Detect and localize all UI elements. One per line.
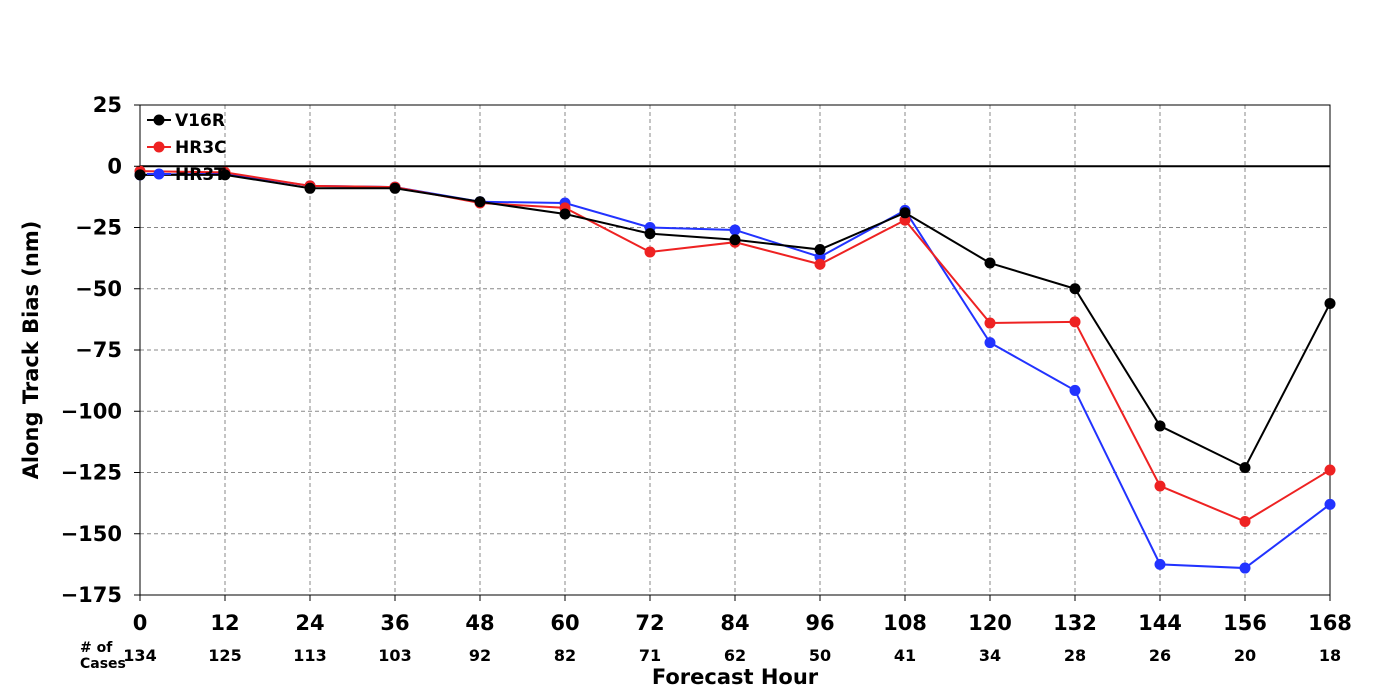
data-point-v16r xyxy=(1154,420,1166,432)
legend-label: V16R xyxy=(175,111,225,131)
y-tick-label: −125 xyxy=(61,461,122,485)
cases-header-line-1: # of xyxy=(80,640,113,656)
x-tick-label: 168 xyxy=(1308,611,1352,635)
case-count-label: 134 xyxy=(123,646,156,665)
data-point-v16r xyxy=(644,228,656,240)
cases-row: # of Cases 134 125 113 103 92 82 71 62 50 41 34 28 2… xyxy=(80,640,1341,672)
series-layer xyxy=(134,165,1336,574)
y-tick-label: −175 xyxy=(61,583,122,607)
data-point-hr3c xyxy=(1154,480,1166,492)
legend-swatch-marker xyxy=(153,168,165,180)
legend-label: HR3C xyxy=(175,138,227,158)
case-count-label: 41 xyxy=(894,646,916,665)
x-axis-ticks: 0 12 24 36 48 60 72 84 96 108 120 132 144 156 168 xyxy=(133,595,1352,635)
case-count-label: 82 xyxy=(554,646,576,665)
y-tick-label: −25 xyxy=(75,216,122,240)
y-tick-label: −75 xyxy=(75,338,122,362)
case-count-label: 125 xyxy=(208,646,241,665)
legend-swatch-marker xyxy=(153,114,165,126)
series-v16r xyxy=(134,169,1336,474)
legend-item-hr3t: HR3T xyxy=(147,165,226,185)
data-point-v16r xyxy=(984,257,996,269)
x-tick-label: 156 xyxy=(1223,611,1267,635)
data-point-hr3t xyxy=(1324,498,1336,510)
y-tick-label: −50 xyxy=(75,277,122,301)
case-count-label: 50 xyxy=(809,646,831,665)
data-point-v16r xyxy=(389,182,401,194)
grid-lines xyxy=(140,105,1330,595)
y-tick-label: −100 xyxy=(61,399,122,423)
data-point-hr3t xyxy=(1069,384,1081,396)
y-tick-label: 25 xyxy=(93,93,122,117)
cases-header-line-2: Cases xyxy=(80,656,126,672)
x-tick-label: 36 xyxy=(380,611,409,635)
legend: V16R HR3C HR3T xyxy=(147,111,227,185)
x-axis-title: Forecast Hour xyxy=(652,665,819,689)
data-point-v16r xyxy=(474,196,486,208)
data-point-v16r xyxy=(1239,462,1251,474)
legend-swatch-marker xyxy=(153,141,165,153)
case-count-label: 26 xyxy=(1149,646,1171,665)
data-point-hr3t xyxy=(1154,558,1166,570)
data-point-hr3t xyxy=(984,337,996,349)
x-tick-label: 96 xyxy=(805,611,834,635)
y-tick-label: 0 xyxy=(107,154,122,178)
case-count-label: 71 xyxy=(639,646,661,665)
data-point-v16r xyxy=(1069,283,1081,295)
x-tick-label: 84 xyxy=(720,611,749,635)
x-tick-label: 144 xyxy=(1138,611,1182,635)
y-tick-label: −150 xyxy=(61,522,122,546)
x-tick-label: 132 xyxy=(1053,611,1097,635)
legend-item-v16r: V16R xyxy=(147,111,225,131)
x-tick-label: 60 xyxy=(550,611,579,635)
x-tick-label: 12 xyxy=(210,611,239,635)
case-count-label: 113 xyxy=(293,646,326,665)
data-point-hr3c xyxy=(1069,316,1081,328)
data-point-hr3t xyxy=(729,224,741,236)
data-point-hr3c xyxy=(644,246,656,258)
x-tick-label: 72 xyxy=(635,611,664,635)
case-count-label: 92 xyxy=(469,646,491,665)
data-point-v16r xyxy=(729,234,741,246)
data-point-v16r xyxy=(814,244,826,256)
x-tick-label: 24 xyxy=(295,611,324,635)
data-point-hr3c xyxy=(1324,464,1336,476)
data-point-v16r xyxy=(559,208,571,220)
data-point-hr3c xyxy=(984,317,996,329)
data-point-v16r xyxy=(134,169,146,181)
case-count-label: 20 xyxy=(1234,646,1256,665)
legend-label: HR3T xyxy=(175,165,226,185)
case-count-label: 18 xyxy=(1319,646,1341,665)
case-count-label: 28 xyxy=(1064,646,1086,665)
data-point-v16r xyxy=(899,207,911,219)
x-tick-label: 108 xyxy=(883,611,927,635)
data-point-v16r xyxy=(1324,297,1336,309)
data-point-hr3c xyxy=(814,258,826,270)
data-point-v16r xyxy=(219,169,231,181)
x-tick-label: 0 xyxy=(133,611,148,635)
legend-item-hr3c: HR3C xyxy=(147,138,227,158)
data-point-hr3c xyxy=(1239,516,1251,527)
case-count-label: 103 xyxy=(378,646,411,665)
case-count-label: 34 xyxy=(979,646,1001,665)
data-point-hr3t xyxy=(1239,562,1251,574)
x-tick-label: 48 xyxy=(465,611,494,635)
case-count-label: 62 xyxy=(724,646,746,665)
x-tick-label: 120 xyxy=(968,611,1012,635)
y-axis-ticks: 25 0 −25 −50 −75 −100 −125 −150 −175 xyxy=(61,93,140,607)
y-axis-title: Along Track Bias (nm) xyxy=(19,221,43,480)
data-point-v16r xyxy=(304,182,316,194)
